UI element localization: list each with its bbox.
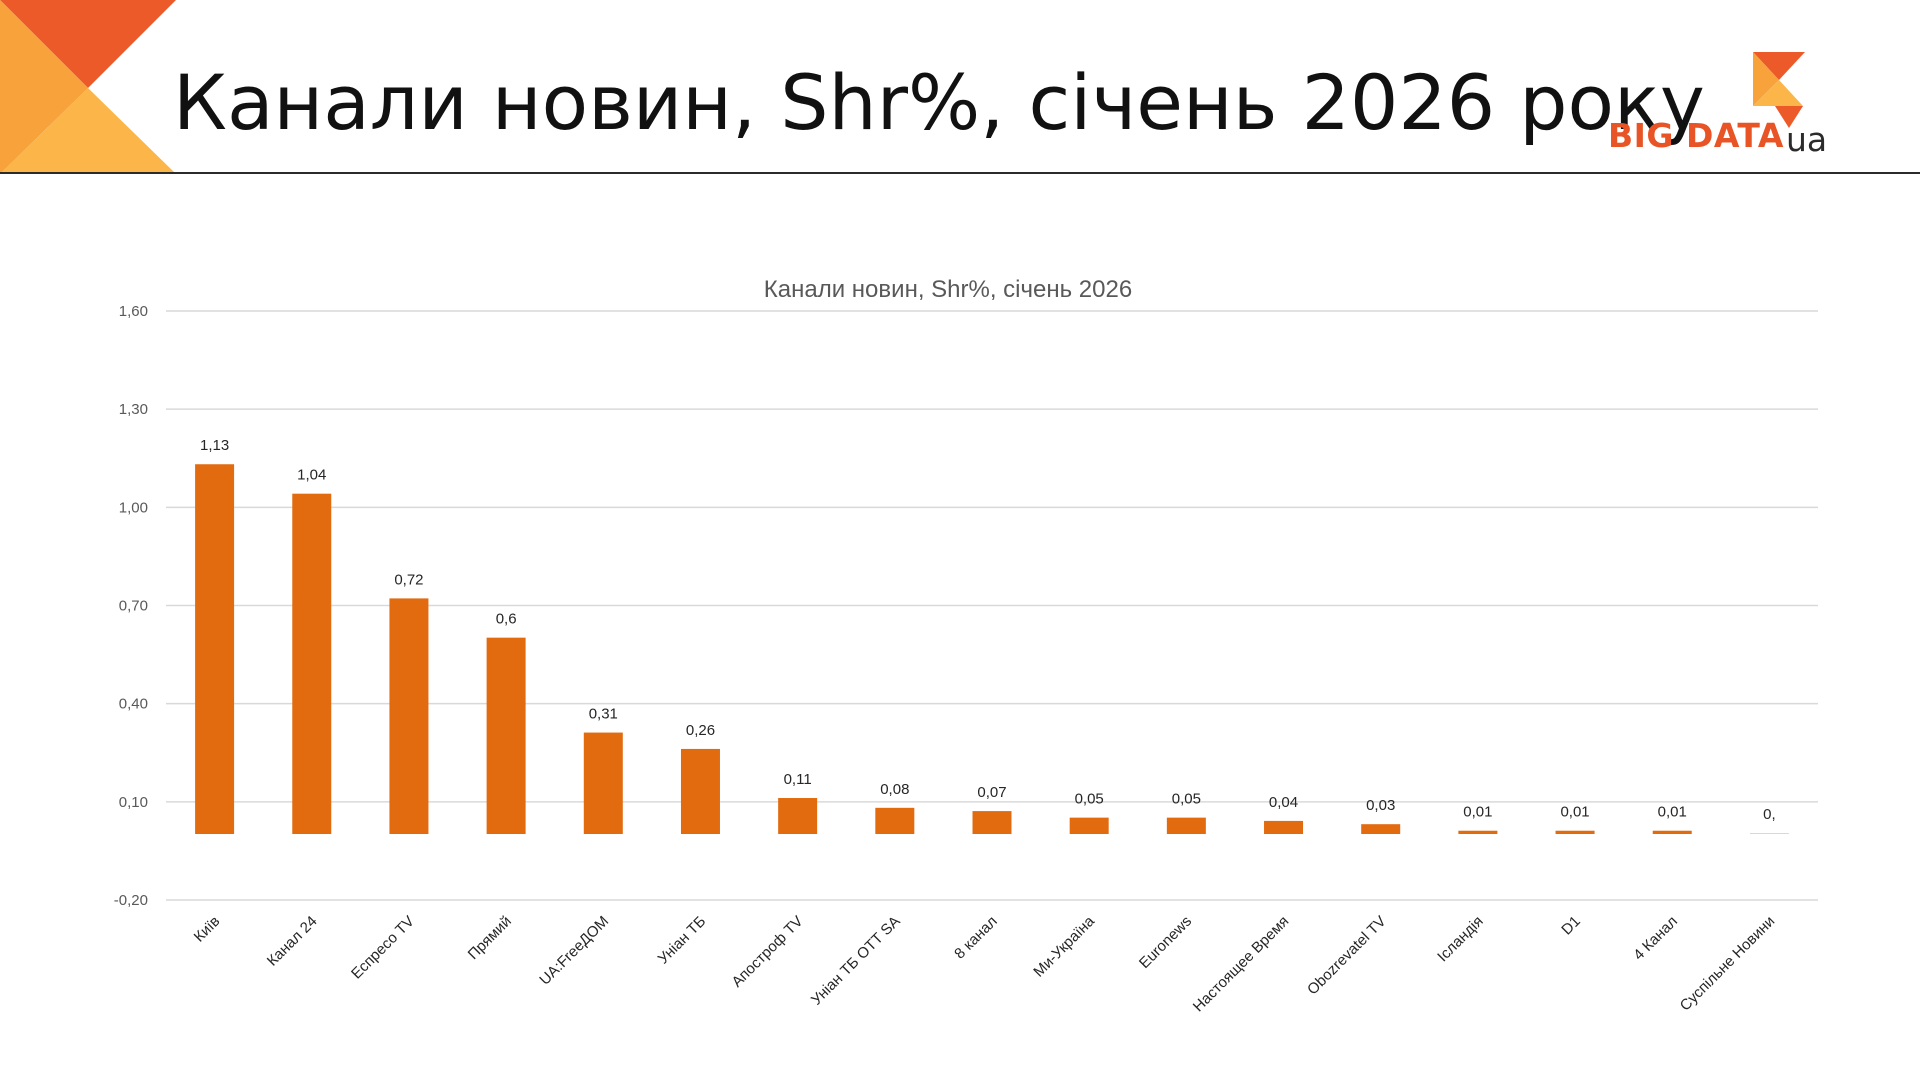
logo-text: BIG DATA (1608, 116, 1784, 155)
data-label: 0,01 (1463, 804, 1492, 821)
y-tick-label: 1,30 (119, 401, 148, 418)
bar (195, 464, 235, 834)
x-tick-label: Euronews (1136, 913, 1195, 972)
x-tick-label: Obozrevatel TV (1304, 913, 1390, 999)
chart-title: Канали новин, Shr%, січень 2026 (764, 276, 1132, 303)
bar (1264, 820, 1304, 834)
y-tick-label: 0,40 (119, 696, 148, 713)
y-tick-label: 0,70 (119, 598, 148, 615)
data-label: 0, (1763, 806, 1776, 823)
slide-title: Канали новин, Shr%, січень 2026 року (173, 58, 1705, 147)
corner-decoration (0, 0, 176, 174)
corner-triangle-bottom (0, 88, 176, 174)
data-label: 0,26 (686, 722, 715, 739)
x-tick-label: D1 (1558, 913, 1584, 939)
x-tick-label: Апостроф TV (729, 913, 807, 991)
bar (1458, 830, 1498, 834)
bar (1652, 830, 1692, 834)
data-label: 0,11 (784, 771, 812, 788)
gridlines (166, 310, 1818, 901)
x-axis-labels: Київ Канал 24 Еспресо TV Прямий UA:FreeДОМ Ун… (191, 912, 1779, 1015)
x-tick-label: Ми-Україна (1030, 912, 1098, 980)
logo-arrow-icon (1753, 52, 1805, 128)
x-tick-label: 4 Канал (1630, 913, 1681, 964)
data-label: 0,6 (496, 611, 517, 628)
bar (389, 598, 429, 834)
big-data-ua-logo: BIG DATA ua (1600, 40, 1840, 162)
data-label: 0,01 (1560, 804, 1589, 821)
data-label: 1,04 (297, 467, 326, 484)
data-label: 0,31 (589, 706, 618, 723)
corner-triangle-red (0, 0, 176, 88)
data-label: 0,08 (880, 781, 909, 798)
bar (1166, 817, 1206, 834)
x-tick-label: Київ (191, 913, 224, 946)
data-label: 0,05 (1172, 791, 1201, 808)
x-tick-label: Уніан ТБ (655, 913, 710, 968)
bar (292, 493, 332, 834)
bar (778, 798, 818, 834)
data-label: 0,72 (394, 571, 423, 588)
y-tick-label: 1,60 (119, 303, 148, 320)
x-tick-label: Канал 24 (264, 913, 321, 970)
bar (1069, 817, 1109, 834)
x-tick-label: Суспільне Новини (1677, 913, 1779, 1015)
data-label: 0,01 (1658, 804, 1687, 821)
x-tick-label: Уніан ТБ OTT SA (808, 913, 904, 1009)
x-tick-label: Настоящее Время (1190, 913, 1293, 1016)
x-tick-label: Еспресо TV (348, 913, 418, 983)
bar (486, 637, 526, 834)
x-tick-label: Ісландія (1434, 913, 1487, 966)
y-tick-label: -0,20 (114, 892, 148, 909)
x-tick-label: Прямий (465, 913, 515, 963)
data-label: 0,03 (1366, 797, 1395, 814)
y-tick-label: 0,10 (119, 794, 148, 811)
slide-header: Канали новин, Shr%, січень 2026 року BIG… (0, 0, 1920, 174)
header-divider (0, 172, 1920, 174)
data-label: 0,04 (1269, 794, 1298, 811)
logo-suffix: ua (1786, 120, 1828, 159)
bar (875, 807, 915, 834)
x-tick-label: UA:FreeДОМ (536, 913, 612, 989)
data-label: 1,13 (200, 437, 229, 454)
bar (1749, 833, 1789, 834)
y-axis-ticks: -0,20 0,10 0,40 0,70 1,00 1,30 1,60 (114, 303, 148, 909)
y-tick-label: 1,00 (119, 499, 148, 516)
bar (972, 811, 1012, 834)
bar (583, 732, 623, 834)
data-label: 0,05 (1075, 791, 1104, 808)
data-label: 0,07 (977, 784, 1006, 801)
bar (1555, 830, 1595, 834)
bar (1361, 824, 1401, 834)
bars (195, 464, 1789, 834)
x-tick-label: 8 канал (951, 913, 1001, 963)
data-labels: 1,13 1,04 0,72 0,6 0,31 0,26 0,11 0,08 0,07 0,05 0… (200, 437, 1776, 823)
bar-chart: Канали новин, Shr%, січень 2026 -0,200,1… (114, 276, 1818, 1015)
bar (680, 748, 720, 834)
corner-triangle-left (0, 0, 88, 174)
